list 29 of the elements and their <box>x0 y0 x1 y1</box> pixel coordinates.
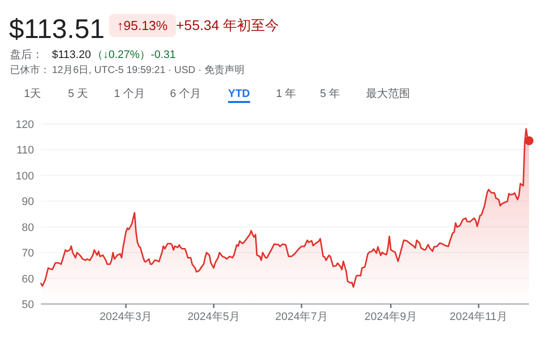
y-tick-label: 90 <box>22 196 34 208</box>
text: 5 天 <box>68 88 88 100</box>
text: 已休市： <box>10 64 50 76</box>
text: 6 个月 <box>170 88 202 100</box>
text: ↑95.13% <box>117 18 168 33</box>
x-tick-label: 2024年7月 <box>275 311 328 323</box>
x-tick-label: 2024年11月 <box>450 311 508 323</box>
x-tick-label: 2024年3月 <box>100 311 152 323</box>
y-tick-label: 60 <box>22 273 34 286</box>
text: +55.34 年初至今 <box>176 17 280 33</box>
text: YTD <box>228 88 250 100</box>
text: 5 年 <box>320 88 340 100</box>
text: 盘后： <box>10 48 43 61</box>
text: 1天 <box>24 88 42 100</box>
x-tick-label: 2024年5月 <box>187 311 240 323</box>
text: （↓0.27%）-0.31 <box>92 49 176 61</box>
y-tick-label: 100 <box>16 170 34 182</box>
text: 1 年 <box>276 88 296 100</box>
y-tick-label: 110 <box>16 144 34 157</box>
x-tick-label: 2024年9月 <box>364 311 418 323</box>
y-tick-label: 80 <box>22 222 34 234</box>
text: 12月6日, UTC-5 19:59:21 · USD · 免责声明 <box>52 64 244 76</box>
text: $113.20 <box>52 49 91 61</box>
chart-title: $113.51 <box>9 14 105 44</box>
y-tick-label: 70 <box>22 248 34 260</box>
text: 1 个月 <box>114 88 146 100</box>
y-tick-label: 50 <box>22 299 34 311</box>
text: 最大范围 <box>366 87 410 100</box>
y-tick-label: 120 <box>16 119 34 131</box>
